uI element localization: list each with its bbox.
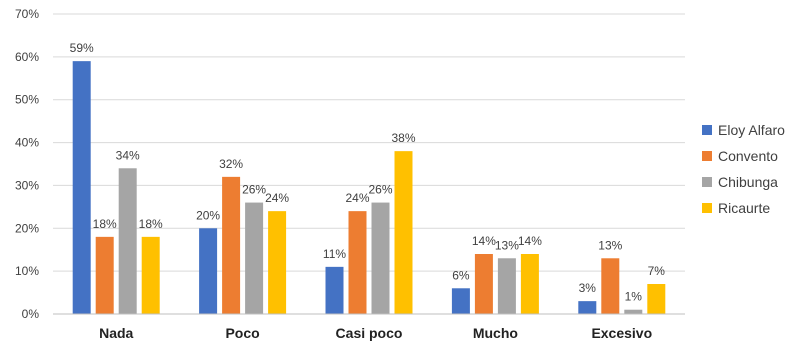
- legend-swatch: [702, 177, 712, 187]
- legend-label: Ricaurte: [718, 200, 770, 216]
- grid-layer: [53, 13, 685, 272]
- data-label: 24%: [265, 191, 289, 205]
- bar: [95, 236, 114, 314]
- data-label: 13%: [598, 238, 622, 252]
- data-label: 11%: [323, 247, 346, 261]
- bar: [325, 266, 344, 314]
- bar: [497, 258, 516, 314]
- data-label: 38%: [391, 131, 415, 145]
- x-category-label: Mucho: [473, 325, 518, 341]
- bar: [451, 288, 470, 314]
- data-label: 6%: [452, 268, 470, 282]
- x-category-label: Nada: [99, 325, 133, 341]
- x-category-label: Poco: [225, 325, 259, 341]
- legend-swatch: [702, 151, 712, 161]
- legend-label: Convento: [718, 148, 778, 164]
- data-label: 18%: [93, 217, 117, 231]
- data-label: 18%: [139, 217, 163, 231]
- bar: [141, 236, 160, 314]
- y-tick-label: 50%: [15, 93, 39, 107]
- legend-swatch: [702, 203, 712, 213]
- x-category-label: Excesivo: [591, 325, 652, 341]
- axis-layer: 0% 10% 20% 30% 40% 50% 60% 70% Nada Poco Casi poco…: [15, 7, 685, 341]
- legend-swatch: [702, 125, 712, 135]
- bar: [222, 176, 241, 314]
- data-label: 59%: [70, 41, 94, 55]
- data-label: 14%: [518, 234, 542, 248]
- legend-label: Chibunga: [718, 174, 778, 190]
- data-label: 14%: [472, 234, 496, 248]
- bar: [520, 254, 539, 314]
- data-label: 32%: [219, 157, 243, 171]
- bar: [199, 228, 218, 314]
- bar: [601, 258, 620, 314]
- y-tick-label: 40%: [15, 136, 39, 150]
- bar: [72, 61, 91, 315]
- x-category-label: Casi poco: [336, 325, 403, 341]
- bar: [394, 151, 413, 314]
- y-tick-label: 30%: [15, 178, 39, 192]
- bar: [348, 211, 367, 314]
- bar: [647, 284, 666, 314]
- bar: [474, 254, 493, 314]
- bar: [268, 211, 287, 314]
- data-label: 7%: [648, 264, 666, 278]
- data-label: 26%: [368, 183, 392, 197]
- bar: [371, 202, 390, 314]
- y-tick-label: 70%: [15, 7, 39, 21]
- bar: [245, 202, 264, 314]
- legend-label: Eloy Alfaro: [718, 122, 785, 138]
- data-label: 13%: [495, 238, 519, 252]
- data-label: 26%: [242, 183, 266, 197]
- data-labels-layer: 59%18%34%18%20%32%26%24%11%24%26%38%6%14…: [70, 41, 666, 304]
- bar: [578, 301, 597, 314]
- data-label: 24%: [345, 191, 369, 205]
- legend: Eloy Alfaro Convento Chibunga Ricaurte: [702, 122, 785, 216]
- data-label: 3%: [579, 281, 597, 295]
- y-tick-label: 10%: [15, 264, 39, 278]
- bar: [624, 309, 643, 314]
- data-label: 34%: [116, 148, 140, 162]
- y-tick-label: 60%: [15, 50, 39, 64]
- data-label: 20%: [196, 208, 220, 222]
- data-label: 1%: [625, 290, 643, 304]
- y-tick-label: 0%: [22, 307, 40, 321]
- bars-layer: [72, 61, 666, 315]
- y-tick-label: 20%: [15, 221, 39, 235]
- bar: [118, 168, 137, 314]
